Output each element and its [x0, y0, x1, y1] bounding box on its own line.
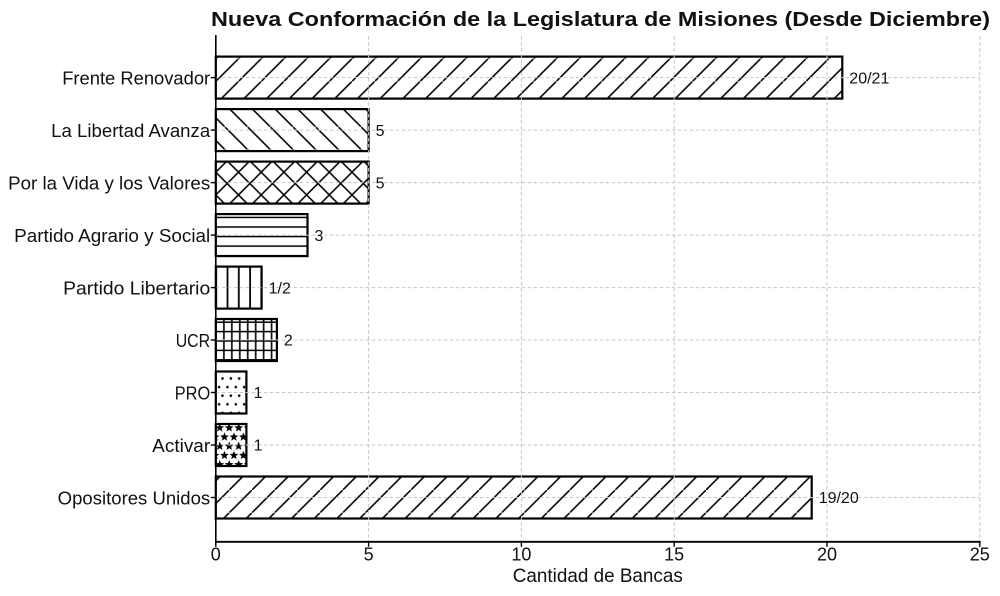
svg-text:Opositores Unidos: Opositores Unidos	[58, 488, 211, 509]
svg-text:Por la Vida y los Valores: Por la Vida y los Valores	[8, 173, 210, 194]
svg-text:10: 10	[511, 544, 531, 564]
svg-text:La Libertad Avanza: La Libertad Avanza	[51, 120, 211, 141]
svg-text:1/2: 1/2	[269, 280, 291, 297]
svg-text:Frente Renovador: Frente Renovador	[62, 68, 210, 89]
svg-text:UCR: UCR	[176, 330, 211, 351]
svg-text:2: 2	[284, 333, 293, 350]
svg-text:15: 15	[664, 544, 684, 564]
svg-text:Cantidad de Bancas: Cantidad de Bancas	[513, 565, 683, 587]
svg-text:Activar: Activar	[152, 435, 210, 456]
svg-text:0: 0	[211, 544, 221, 564]
svg-text:Nueva Conformación de la Legis: Nueva Conformación de la Legislatura de …	[211, 8, 990, 31]
svg-text:5: 5	[376, 123, 385, 140]
svg-text:19/20: 19/20	[819, 490, 859, 507]
svg-text:5: 5	[364, 544, 374, 564]
svg-text:25: 25	[970, 544, 990, 564]
svg-text:1: 1	[254, 385, 263, 402]
svg-text:3: 3	[315, 228, 324, 245]
svg-text:PRO: PRO	[175, 383, 211, 404]
svg-text:20/21: 20/21	[849, 70, 889, 87]
svg-text:Partido Libertario: Partido Libertario	[63, 278, 210, 299]
svg-text:Partido Agrario y Social: Partido Agrario y Social	[14, 225, 210, 246]
svg-text:1: 1	[254, 438, 263, 455]
svg-text:20: 20	[817, 544, 837, 564]
svg-text:5: 5	[376, 175, 385, 192]
